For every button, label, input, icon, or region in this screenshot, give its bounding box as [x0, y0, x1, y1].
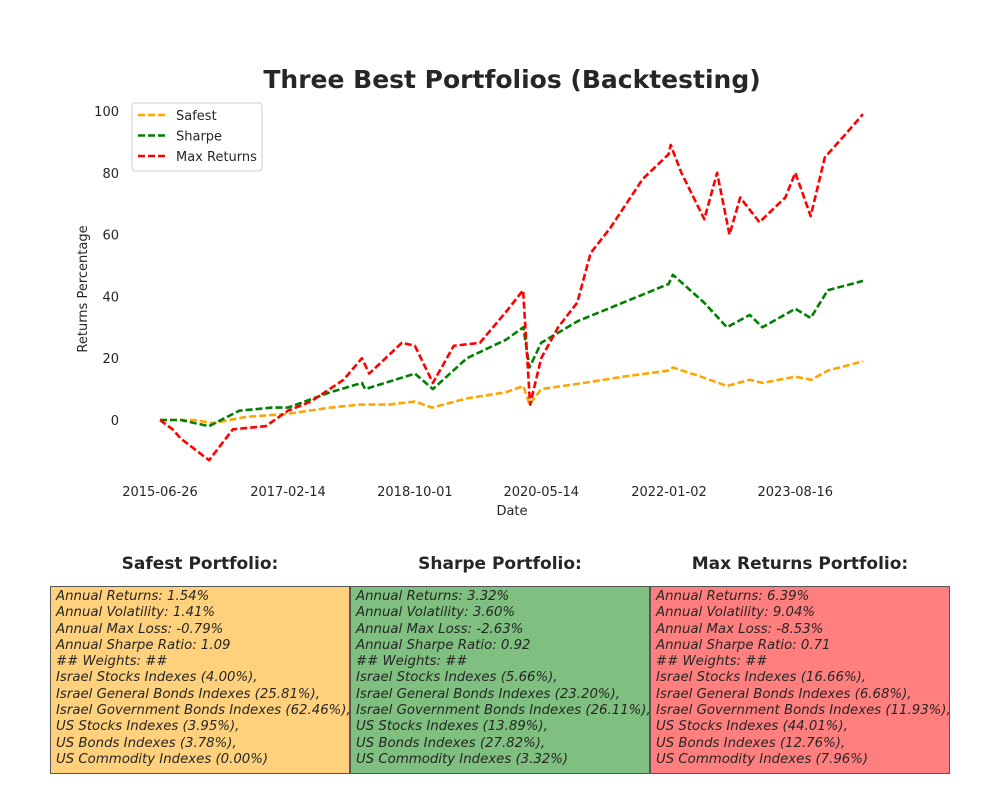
sharpe-weight-israel-stocks: Israel Stocks Indexes (5.66%), [356, 670, 558, 686]
y-tick-label: 0 [111, 414, 119, 429]
safest-weight-us-bonds: US Bonds Indexes (3.78%), [56, 735, 237, 751]
safest-weight-israel-government-bonds: Israel Government Bonds Indexes (62.46%)… [56, 703, 350, 719]
series-line-max-returns [159, 113, 864, 462]
series-line-sharpe [160, 273, 864, 428]
max-returns-annual-max-loss: Annual Max Loss: -8.53% [656, 621, 824, 637]
y-tick-label: 80 [102, 167, 119, 182]
y-tick-label: 40 [102, 290, 119, 305]
legend-label: Max Returns [176, 150, 257, 165]
y-tick-label: 100 [94, 105, 119, 120]
sharpe-weights-header: ## Weights: ## [356, 654, 468, 670]
x-tick-label: 2023-08-16 [758, 485, 834, 500]
series-line-safest [160, 360, 864, 425]
sharpe-panel-title: Sharpe Portfolio: [418, 554, 582, 574]
y-axis-label: Returns Percentage [76, 225, 91, 352]
max-returns-weight-us-commodity: US Commodity Indexes (7.96%) [656, 751, 869, 767]
safest-weights-header: ## Weights: ## [56, 654, 168, 670]
sharpe-weight-us-stocks: US Stocks Indexes (13.89%), [356, 719, 548, 735]
max-returns-weight-israel-stocks: Israel Stocks Indexes (16.66%), [656, 670, 866, 686]
legend: Safest Sharpe Max Returns [131, 102, 263, 172]
max-returns-weight-israel-general-bonds: Israel General Bonds Indexes (6.68%), [656, 686, 912, 702]
safest-annual-max-loss: Annual Max Loss: -0.79% [56, 621, 224, 637]
sharpe-annual-returns: Annual Returns: 3.32% [356, 589, 510, 604]
chart-title: Three Best Portfolios (Backtesting) [263, 65, 760, 94]
safest-panel-box: Annual Returns: 1.54% Annual Volatility:… [50, 586, 350, 774]
plot-area [159, 113, 864, 462]
sharpe-panel-box: Annual Returns: 3.32% Annual Volatility:… [350, 586, 650, 774]
sharpe-annual-sharpe-ratio: Annual Sharpe Ratio: 0.92 [356, 637, 531, 653]
y-tick-label: 60 [102, 229, 119, 244]
x-tick-label: 2022-01-02 [631, 485, 707, 500]
y-tick-label: 20 [102, 352, 119, 367]
max-returns-weight-us-stocks: US Stocks Indexes (44.01%), [656, 719, 848, 735]
safest-weight-us-commodity: US Commodity Indexes (0.00%) [56, 751, 269, 767]
x-tick-label: 2020-05-14 [503, 485, 579, 500]
y-axis-ticks: 0 20 40 60 80 100 [94, 105, 119, 429]
max-returns-annual-returns: Annual Returns: 6.39% [656, 589, 810, 604]
x-tick-label: 2018-10-01 [377, 485, 453, 500]
sharpe-weight-us-commodity: US Commodity Indexes (3.32%) [356, 751, 569, 767]
max-returns-weight-israel-government-bonds: Israel Government Bonds Indexes (11.93%)… [656, 703, 950, 719]
safest-weight-us-stocks: US Stocks Indexes (3.95%), [56, 719, 240, 735]
max-returns-annual-volatility: Annual Volatility: 9.04% [656, 605, 816, 621]
sharpe-annual-max-loss: Annual Max Loss: -2.63% [356, 621, 524, 637]
legend-box [131, 102, 263, 172]
safest-weight-israel-stocks: Israel Stocks Indexes (4.00%), [56, 670, 258, 686]
x-axis-label: Date [496, 504, 527, 519]
safest-annual-returns: Annual Returns: 1.54% [56, 589, 210, 604]
safest-panel-title: Safest Portfolio: [121, 554, 279, 574]
max-returns-weight-us-bonds: US Bonds Indexes (12.76%), [656, 735, 846, 751]
max-returns-annual-sharpe-ratio: Annual Sharpe Ratio: 0.71 [656, 637, 831, 653]
returns-chart: Three Best Portfolios (Backtesting) 0 20 4… [76, 65, 864, 519]
sharpe-weight-israel-government-bonds: Israel Government Bonds Indexes (26.11%)… [356, 703, 650, 719]
legend-label: Sharpe [176, 130, 222, 145]
max-returns-panel-title: Max Returns Portfolio: [691, 554, 909, 574]
max-returns-weights-header: ## Weights: ## [656, 654, 768, 670]
sharpe-weight-us-bonds: US Bonds Indexes (27.82%), [356, 735, 546, 751]
x-tick-label: 2015-06-26 [122, 485, 198, 500]
safest-annual-volatility: Annual Volatility: 1.41% [56, 605, 216, 621]
sharpe-annual-volatility: Annual Volatility: 3.60% [356, 605, 516, 621]
x-axis-ticks: 2015-06-26 2017-02-14 2018-10-01 2020-05-14… [122, 485, 833, 500]
sharpe-weight-israel-general-bonds: Israel General Bonds Indexes (23.20%), [356, 686, 620, 702]
safest-weight-israel-general-bonds: Israel General Bonds Indexes (25.81%), [56, 686, 320, 702]
legend-label: Safest [176, 109, 217, 124]
max-returns-panel-box: Annual Returns: 6.39% Annual Volatility:… [650, 586, 950, 774]
x-tick-label: 2017-02-14 [250, 485, 326, 500]
safest-annual-sharpe-ratio: Annual Sharpe Ratio: 1.09 [56, 637, 231, 653]
